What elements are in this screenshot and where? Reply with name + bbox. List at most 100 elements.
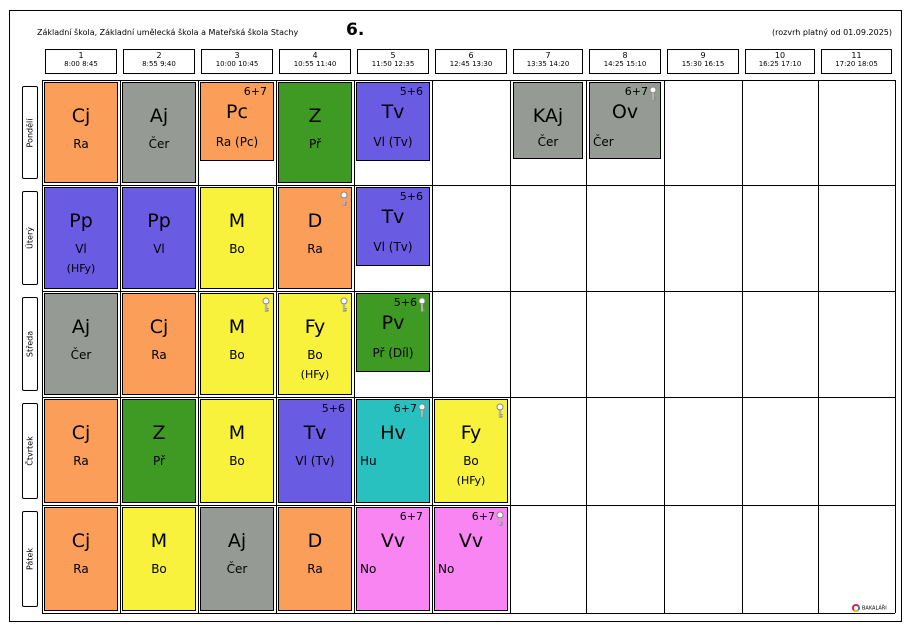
lesson-teacher: Př (153, 454, 165, 468)
lesson-cell[interactable]: Fy Bo (HFy) (434, 399, 508, 503)
grid-vline (276, 80, 277, 613)
period-header-7: 7 13:35 14:20 (513, 49, 583, 74)
lesson-cell[interactable]: Cj Ra (44, 82, 118, 183)
lesson-cell[interactable]: Aj Čer (122, 82, 196, 183)
lesson-subject: Fy (304, 316, 326, 338)
lesson-cell[interactable]: Pc Ra (Pc) 6+7 (200, 82, 274, 161)
lesson-cell[interactable]: M Bo (200, 399, 274, 503)
lesson-subject: D (307, 210, 323, 232)
validity-date: (rozvrh platný od 01.09.2025) (772, 28, 892, 37)
lesson-subject: KAj (532, 105, 564, 127)
period-number: 10 (774, 51, 786, 60)
lesson-teacher: Př (Díl) (372, 346, 414, 360)
lesson-group: 5+6 (321, 402, 345, 415)
lesson-subject: Ov (611, 101, 639, 123)
lesson-subject: Aj (227, 530, 247, 552)
lesson-cell[interactable]: Tv Vl (Tv) 5+6 (356, 187, 430, 266)
grid-vline (198, 80, 199, 613)
period-time: 11:50 12:35 (371, 60, 415, 68)
lesson-group: 5+6 (399, 85, 423, 98)
lesson-cell[interactable]: Vv No 6+7 (434, 507, 508, 611)
lesson-cell[interactable]: Tv Vl (Tv) 5+6 (278, 399, 352, 503)
lesson-cell[interactable]: Pp Vl (122, 187, 196, 289)
lesson-teacher: Bo (229, 454, 245, 468)
grid-vline (742, 80, 743, 613)
day-label-4: Pátek (22, 511, 38, 607)
lesson-cell[interactable]: Pp Vl (HFy) (44, 187, 118, 289)
period-header-1: 1 8:00 8:45 (45, 49, 117, 74)
lesson-cell[interactable]: KAj Čer (513, 82, 583, 159)
lesson-cell[interactable]: Cj Ra (44, 507, 118, 611)
lesson-cell[interactable]: M Bo (200, 187, 274, 289)
lesson-cell[interactable]: D Ra (278, 187, 352, 289)
period-number: 9 (700, 51, 706, 60)
period-header-3: 3 10:00 10:45 (201, 49, 273, 74)
lesson-cell[interactable]: Z Př (122, 399, 196, 503)
lesson-teacher: Vl (Tv) (373, 240, 413, 254)
lesson-teacher: Čer (593, 135, 614, 149)
lesson-teacher: Ra (151, 348, 167, 362)
lesson-teacher: Čer (70, 348, 92, 362)
lesson-cell[interactable]: Pv Př (Díl) 5+6 (356, 293, 430, 372)
key-icon (496, 403, 504, 419)
grid-vline (818, 80, 819, 613)
grid-vline (354, 80, 355, 613)
lesson-subject: Aj (71, 316, 91, 338)
lesson-subject: Vv (380, 530, 406, 552)
lesson-teacher: Čer (226, 562, 248, 576)
period-header-4: 4 10:55 11:40 (279, 49, 351, 74)
period-time: 8:00 8:45 (64, 60, 98, 68)
lesson-subject: Z (152, 422, 166, 444)
lesson-cell[interactable]: Fy Bo (HFy) (278, 293, 352, 395)
lesson-teacher: Ra (307, 242, 323, 256)
period-time: 16:25 17:10 (758, 60, 802, 68)
lesson-cell[interactable]: Hv Hu 6+7 (356, 399, 430, 503)
bakalari-logo: BAKALÁŘI (852, 604, 887, 612)
period-number: 8 (622, 51, 628, 60)
day-label-3: Čtvrtek (22, 403, 38, 499)
lesson-subject: Cj (149, 316, 169, 338)
lesson-cell[interactable]: Vv No 6+7 (356, 507, 430, 611)
lesson-teacher: Čer (537, 135, 559, 149)
period-time: 10:00 10:45 (215, 60, 259, 68)
period-header-11: 11 17:20 18:05 (821, 49, 892, 74)
lesson-subject: Vv (458, 530, 484, 552)
grid-hline (42, 613, 895, 614)
lesson-cell[interactable]: Aj Čer (44, 293, 118, 395)
lesson-teacher: Ra (73, 454, 89, 468)
lesson-cell[interactable]: Ov Čer 6+7 (589, 82, 661, 159)
day-name: Pátek (25, 547, 35, 571)
period-header-5: 5 11:50 12:35 (357, 49, 429, 74)
day-name: Středa (25, 330, 35, 358)
lesson-subject: Pp (147, 210, 171, 232)
period-header-2: 2 8:55 9:40 (123, 49, 195, 74)
lesson-cell[interactable]: D Ra (278, 507, 352, 611)
lesson-cell[interactable]: M Bo (200, 293, 274, 395)
day-name: Úterý (25, 227, 35, 249)
lesson-subject: Pp (69, 210, 93, 232)
lesson-teacher: Bo (307, 348, 323, 362)
grid-hline (42, 80, 895, 81)
lesson-cell[interactable]: Aj Čer (200, 507, 274, 611)
lesson-cell[interactable]: M Bo (122, 507, 196, 611)
period-number: 4 (312, 51, 318, 60)
lesson-teacher: No (438, 562, 455, 576)
lesson-cell[interactable]: Cj Ra (44, 399, 118, 503)
lesson-teacher: Př (309, 137, 321, 151)
lesson-subject: Cj (71, 530, 91, 552)
lesson-cell[interactable]: Cj Ra (122, 293, 196, 395)
key-icon (496, 511, 504, 527)
lesson-cell[interactable]: Z Př (278, 82, 352, 183)
lesson-teacher: Hu (360, 454, 377, 468)
period-time: 14:25 15:10 (603, 60, 647, 68)
lesson-group: 6+7 (243, 85, 267, 98)
period-number: 11 (851, 51, 862, 60)
lesson-cell[interactable]: Tv Vl (Tv) 5+6 (356, 82, 430, 161)
lesson-group: 5+6 (399, 190, 423, 203)
day-label-1: Úterý (22, 191, 38, 285)
lesson-teacher: Čer (148, 137, 170, 151)
lesson-teacher: Ra (307, 562, 323, 576)
lesson-subject: Z (308, 105, 322, 127)
grid-vline (895, 80, 896, 613)
grid-vline (510, 80, 511, 613)
